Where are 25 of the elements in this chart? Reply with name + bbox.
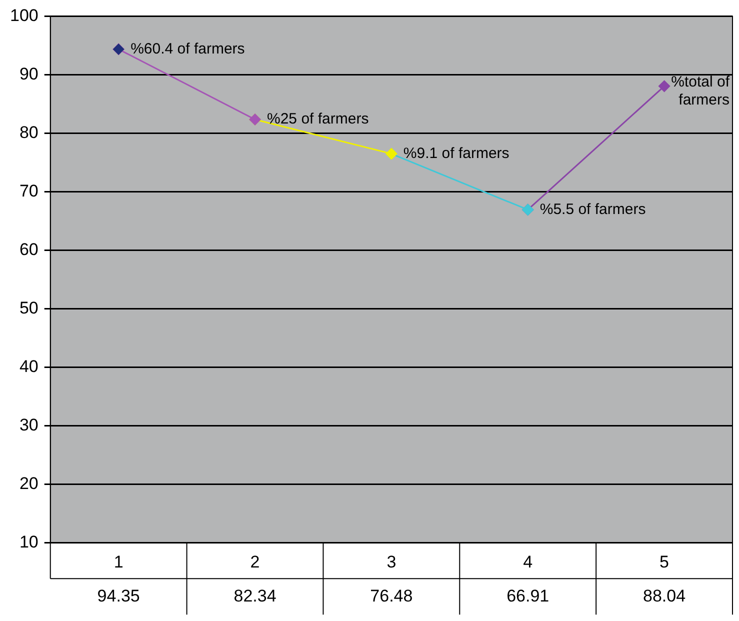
y-tick-label: 40	[19, 356, 38, 376]
x-tick-label: 1	[114, 552, 124, 572]
x-tick-label: 5	[660, 552, 670, 572]
y-tick-label: 90	[19, 64, 38, 84]
data-label: 82.34	[234, 586, 276, 606]
y-tick-label: 30	[19, 415, 38, 434]
y-tick-label: 20	[19, 474, 38, 493]
annotation: %25 of farmers	[267, 110, 369, 128]
annotation: %60.4 of farmers	[130, 40, 245, 58]
y-tick-label: 80	[19, 122, 38, 142]
x-tick-label: 3	[386, 552, 396, 572]
y-tick-label: 60	[19, 240, 38, 259]
x-tick-label: 2	[250, 552, 260, 572]
data-label: 94.35	[97, 586, 140, 606]
y-tick-label: 100	[10, 6, 38, 25]
y-tick-label: 70	[19, 181, 38, 200]
annotation: %total of farmers	[671, 73, 730, 108]
annotation: %9.1 of farmers	[403, 144, 510, 162]
data-label: 76.48	[370, 586, 413, 606]
data-label: 66.91	[506, 586, 550, 606]
y-tick-label: 10	[19, 532, 38, 552]
x-tick-label: 4	[523, 552, 533, 572]
data-label: 88.04	[643, 586, 686, 606]
y-tick-label: 50	[19, 298, 38, 318]
annotation: %5.5 of farmers	[540, 200, 646, 218]
